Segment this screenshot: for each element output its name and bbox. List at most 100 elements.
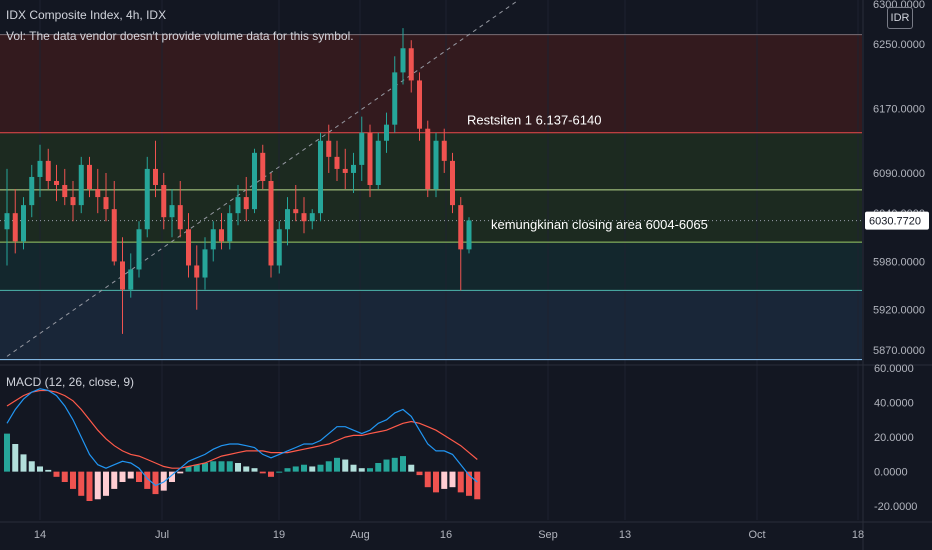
macd-histogram-bar — [408, 464, 415, 472]
candle-body — [301, 213, 307, 222]
candle-body — [202, 249, 208, 278]
candle-body — [408, 48, 414, 81]
macd-histogram-bar — [441, 471, 448, 489]
macd-histogram-bar — [210, 461, 217, 472]
trend-line — [6, 0, 520, 357]
macd-histogram-bar — [292, 466, 299, 472]
candle — [359, 116, 365, 181]
candle-body — [111, 209, 117, 262]
macd-tick-label: 60.0000 — [874, 363, 914, 375]
price-tick-label: 6170.0000 — [873, 104, 925, 116]
candle-body — [70, 197, 76, 206]
macd-tick-label: 40.0000 — [874, 398, 914, 410]
candle — [103, 172, 109, 222]
candle-body — [342, 168, 348, 173]
candle-body — [466, 220, 472, 250]
macd-histogram-bar — [28, 461, 35, 472]
macd-histogram-bar — [136, 471, 142, 482]
candle-body — [219, 229, 224, 242]
candle-body — [400, 48, 406, 73]
candle — [177, 180, 183, 238]
macd-histogram-bar — [70, 471, 76, 489]
candle-body — [367, 132, 373, 186]
macd-histogram-bar — [61, 471, 68, 482]
macd-histogram-bar — [45, 469, 52, 472]
price-tick-label: 6090.0000 — [873, 168, 925, 180]
macd-histogram-bar — [4, 433, 10, 472]
x-tick-label: Jul — [155, 529, 169, 541]
candle-body — [334, 156, 340, 169]
candle-body — [54, 180, 59, 186]
macd-tick-label: -20.0000 — [874, 501, 917, 513]
macd-histogram-bar — [383, 459, 390, 472]
candle — [458, 197, 464, 291]
candle-body — [29, 176, 35, 206]
candle-body — [95, 189, 101, 198]
macd-histogram-bar — [284, 468, 291, 472]
macd-histogram-bar — [400, 456, 406, 472]
macd-histogram-bar — [144, 471, 151, 489]
candle-body — [417, 80, 422, 129]
candle-body — [227, 213, 233, 242]
price-tick-label: 5980.0000 — [873, 256, 925, 268]
candle — [276, 221, 282, 274]
candle — [37, 144, 43, 198]
candle — [144, 156, 150, 238]
candle — [186, 213, 191, 278]
candle-body — [318, 140, 323, 214]
candle-body — [45, 160, 51, 181]
signal-line — [6, 389, 478, 469]
chart-title: IDX Composite Index, 4h, IDX — [6, 8, 167, 22]
candle-body — [12, 213, 18, 242]
candle — [252, 148, 257, 214]
macd-histogram-bar — [251, 468, 258, 472]
candle — [29, 164, 35, 218]
candle — [136, 221, 142, 278]
zone-band — [0, 290, 862, 360]
macd-histogram-bar — [202, 463, 208, 472]
macd-histogram-bar — [94, 471, 101, 500]
candle — [161, 172, 167, 230]
candle — [128, 253, 134, 298]
candle — [153, 140, 158, 198]
zone-band — [0, 189, 862, 243]
candle — [95, 168, 101, 214]
currency-button[interactable]: IDR — [887, 7, 913, 29]
candle — [367, 124, 373, 198]
macd-histogram-bar — [177, 471, 184, 474]
macd-histogram-bar — [193, 464, 200, 472]
candle — [260, 144, 266, 190]
annotation-label: Restsiten 1 6.137-6140 — [467, 113, 601, 128]
candle-body — [136, 229, 142, 270]
macd-histogram-bar — [334, 457, 340, 472]
candle-body — [78, 164, 84, 206]
candle-body — [243, 197, 249, 210]
candle — [169, 189, 175, 238]
candle-body — [375, 140, 381, 186]
last-price-label: 6030.7720 — [869, 216, 921, 228]
macd-histogram-bar — [325, 461, 332, 472]
zone-band — [0, 242, 862, 291]
macd-tick-label: 20.0000 — [874, 432, 914, 444]
candle — [425, 120, 431, 198]
macd-histogram-bar — [103, 471, 109, 496]
candle-body — [194, 265, 200, 278]
x-tick-label: 19 — [273, 529, 285, 541]
macd-histogram-bar — [243, 466, 250, 472]
macd-histogram-bar — [391, 457, 398, 472]
candle-body — [103, 197, 109, 210]
price-tick-label: 5920.0000 — [873, 305, 925, 317]
candle-body — [425, 128, 431, 190]
candle-body — [153, 168, 158, 186]
macd-histogram-bar — [375, 463, 382, 472]
candle-body — [62, 185, 68, 198]
macd-histogram-bar — [235, 463, 241, 472]
candle — [243, 176, 249, 222]
macd-histogram-bar — [185, 466, 192, 472]
candle-body — [235, 197, 241, 214]
candle — [4, 168, 10, 266]
candle — [227, 205, 233, 250]
candle — [87, 156, 92, 198]
macd-histogram-bar — [160, 471, 167, 491]
